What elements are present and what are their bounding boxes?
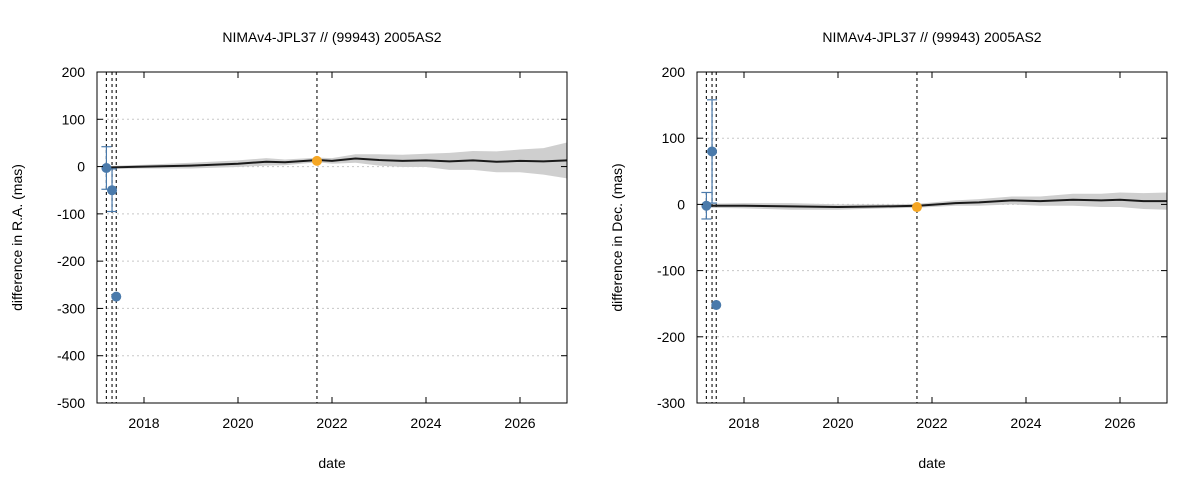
y-tick-label: -300 <box>657 395 685 411</box>
uncertainty-band <box>706 192 1167 210</box>
y-tick-label: -300 <box>57 300 85 316</box>
y-tick-label: -200 <box>57 253 85 269</box>
y-tick-label: -100 <box>657 263 685 279</box>
data-point <box>311 155 322 166</box>
y-tick-label: -200 <box>657 329 685 345</box>
y-tick-label: 0 <box>77 159 85 175</box>
ra-difference-chart: NIMAv4-JPL37 // (99943) 2005AS2 -500 -400 -… <box>9 29 568 471</box>
plot-frame <box>96 71 568 404</box>
x-tick-label: 2026 <box>1104 415 1135 431</box>
y-tick-label: 100 <box>62 111 86 127</box>
data-point <box>701 200 712 211</box>
x-axis-label: date <box>318 455 345 471</box>
x-tick-label: 2022 <box>916 415 947 431</box>
y-tick-label: 200 <box>62 64 86 80</box>
y-axis-label: difference in Dec. (mas) <box>609 163 625 311</box>
y-tick-label: -100 <box>57 206 85 222</box>
x-tick-label: 2018 <box>128 415 159 431</box>
dec-difference-chart: NIMAv4-JPL37 // (99943) 2005AS2 -300 -200 -… <box>609 29 1168 471</box>
x-tick-label: 2018 <box>728 415 759 431</box>
x-axis-label: date <box>918 455 945 471</box>
y-tick-label: 200 <box>662 64 686 80</box>
chart-title: NIMAv4-JPL37 // (99943) 2005AS2 <box>822 29 1041 45</box>
prediction-line <box>706 198 1167 209</box>
x-tick-label: 2020 <box>822 415 853 431</box>
x-tick-label: 2022 <box>316 415 347 431</box>
x-tick-label: 2024 <box>1010 415 1041 431</box>
prediction-line <box>106 157 568 169</box>
data-point <box>707 146 718 157</box>
y-tick-label: -400 <box>57 348 85 364</box>
y-tick-label: 100 <box>662 130 686 146</box>
x-tick-label: 2024 <box>410 415 441 431</box>
y-axis-label: difference in R.A. (mas) <box>9 164 25 311</box>
x-tick-label: 2020 <box>222 415 253 431</box>
x-tick-label: 2026 <box>504 415 535 431</box>
y-tick-label: 0 <box>677 196 685 212</box>
data-point <box>711 300 722 311</box>
data-point <box>101 162 112 173</box>
data-point <box>107 185 118 196</box>
data-point <box>111 291 122 302</box>
data-point <box>911 202 922 213</box>
plot-frame <box>696 71 1168 404</box>
chart-title: NIMAv4-JPL37 // (99943) 2005AS2 <box>222 29 441 45</box>
y-tick-label: -500 <box>57 395 85 411</box>
